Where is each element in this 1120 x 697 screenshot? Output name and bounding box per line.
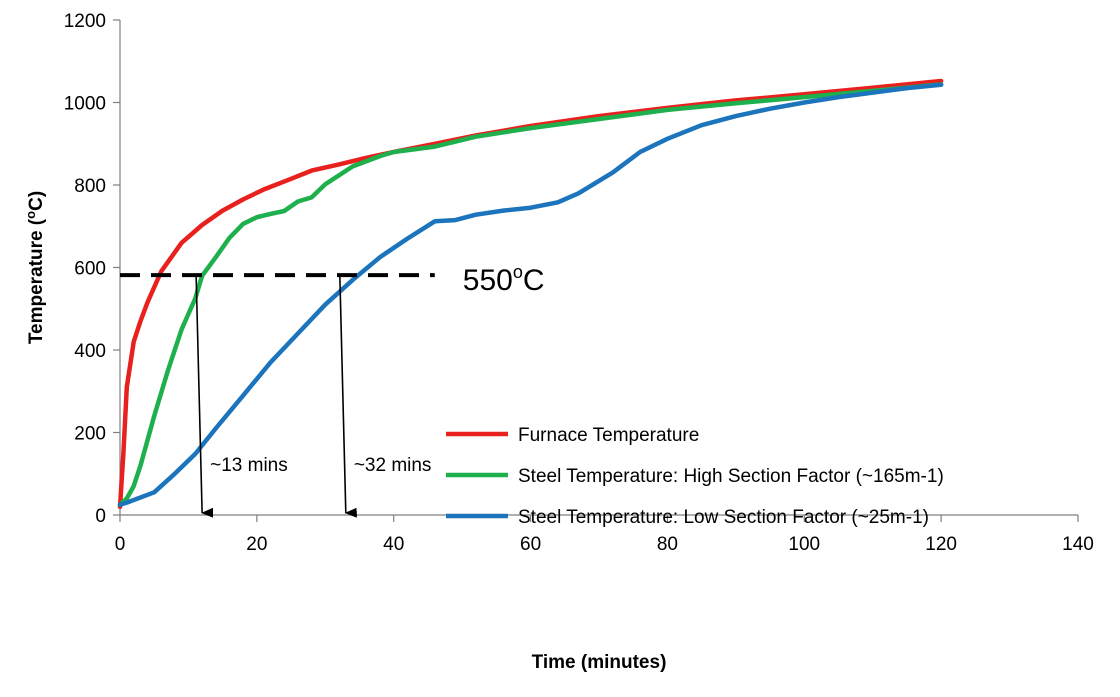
y-tick-label: 200 — [74, 424, 106, 445]
x-tick-label: 100 — [788, 534, 820, 555]
time-annotations: ~13 mins ~32 mins — [195, 275, 432, 518]
y-tick-label: 400 — [74, 341, 106, 362]
y-ticks: 0 200 400 600 800 1000 1200 — [64, 11, 120, 527]
y-tick-label: 0 — [95, 506, 106, 527]
series-line-2 — [117, 82, 944, 507]
annotation-arrow — [339, 275, 357, 518]
y-tick-label: 800 — [74, 176, 106, 197]
x-tick-label: 120 — [925, 534, 957, 555]
y-tick-label: 1000 — [64, 94, 106, 115]
x-tick-label: 140 — [1062, 534, 1094, 555]
legend: Furnace Temperature Steel Temperature: Hi… — [446, 425, 944, 528]
x-ticks: 0 20 40 60 80 100 120 140 — [115, 515, 1094, 555]
x-tick-label: 80 — [657, 534, 678, 555]
y-axis-title-main: Temperature ( — [26, 218, 47, 344]
x-tick-label: 20 — [246, 534, 267, 555]
y-tick-label: 600 — [74, 259, 106, 280]
threshold-label-tail: C — [523, 264, 545, 297]
legend-label-0: Furnace Temperature — [518, 425, 699, 446]
threshold-label: 550oC — [463, 262, 545, 297]
annotation-label: ~32 mins — [354, 455, 432, 476]
y-tick-label: 1200 — [64, 11, 106, 32]
series-lines — [117, 78, 944, 510]
x-tick-label: 0 — [115, 534, 126, 555]
y-axis-title-tail: C) — [26, 191, 47, 211]
x-tick-label: 60 — [520, 534, 541, 555]
x-tick-label: 40 — [383, 534, 404, 555]
y-axis-title: Temperature (oC) — [23, 191, 47, 344]
legend-label-1: Steel Temperature: High Section Factor (… — [518, 466, 944, 487]
axes: 0 20 40 60 80 100 120 140 0 200 400 600 800 1000 1200 — [64, 11, 1094, 555]
series-line-1 — [117, 82, 944, 507]
threshold-label-sup: o — [513, 262, 523, 282]
threshold-group: 550oC — [120, 262, 545, 297]
annotation-arrow — [195, 275, 214, 518]
x-axis-title: Time (minutes) — [532, 652, 667, 673]
threshold-label-main: 550 — [463, 264, 513, 297]
y-axis-title-sup: o — [23, 211, 38, 219]
legend-label-2: Steel Temperature: Low Section Factor (~… — [518, 507, 929, 528]
annotation-label: ~13 mins — [210, 455, 288, 476]
